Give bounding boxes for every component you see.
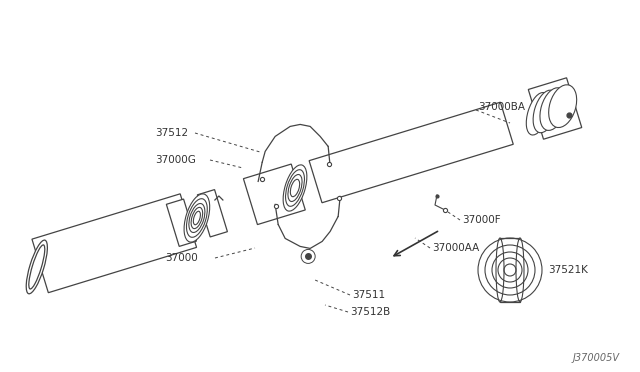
Text: 37512B: 37512B [350,307,390,317]
Polygon shape [32,194,196,293]
Polygon shape [500,238,520,302]
Text: 37000G: 37000G [155,155,196,165]
Ellipse shape [26,240,47,294]
Polygon shape [197,190,227,237]
Polygon shape [243,164,305,225]
Ellipse shape [191,207,203,229]
Text: 37512: 37512 [155,128,188,138]
Ellipse shape [29,245,45,289]
Ellipse shape [496,238,504,302]
Ellipse shape [548,85,577,128]
Ellipse shape [189,203,205,232]
Text: 37000BA: 37000BA [478,102,525,112]
Text: J370005V: J370005V [573,353,620,363]
Ellipse shape [516,238,524,302]
Ellipse shape [193,211,200,225]
Ellipse shape [540,88,566,131]
Ellipse shape [291,179,300,197]
Polygon shape [309,102,513,203]
Polygon shape [166,199,196,246]
Ellipse shape [533,90,558,133]
Ellipse shape [283,165,307,211]
Text: 37000: 37000 [165,253,198,263]
Text: 37000F: 37000F [462,215,500,225]
Text: 37511: 37511 [352,290,385,300]
Ellipse shape [285,170,305,206]
Text: 37000AA: 37000AA [432,243,479,253]
Polygon shape [528,78,582,139]
Ellipse shape [184,194,210,242]
Ellipse shape [288,174,302,202]
Ellipse shape [526,93,549,135]
Ellipse shape [186,199,207,237]
Text: 37521K: 37521K [548,265,588,275]
